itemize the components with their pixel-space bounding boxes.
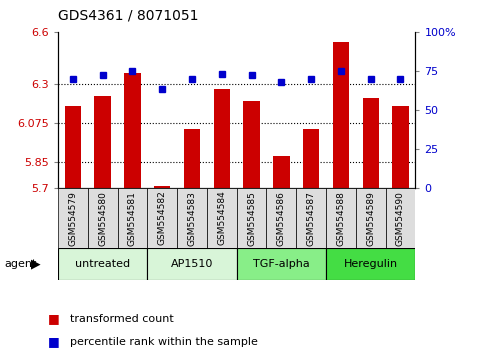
- Text: GSM554582: GSM554582: [158, 190, 167, 245]
- Text: agent: agent: [5, 259, 37, 269]
- Bar: [95, 96, 111, 188]
- Text: GDS4361 / 8071051: GDS4361 / 8071051: [58, 9, 199, 23]
- Bar: [243, 101, 260, 188]
- Text: Heregulin: Heregulin: [343, 259, 398, 269]
- Bar: [177, 188, 207, 248]
- Text: GSM554584: GSM554584: [217, 190, 226, 245]
- Text: AP1510: AP1510: [171, 259, 213, 269]
- Bar: [296, 188, 326, 248]
- Bar: [267, 188, 296, 248]
- Text: GSM554585: GSM554585: [247, 190, 256, 246]
- Text: percentile rank within the sample: percentile rank within the sample: [70, 337, 258, 347]
- Bar: [124, 73, 141, 188]
- Bar: [326, 248, 415, 280]
- Bar: [154, 186, 170, 188]
- Bar: [213, 89, 230, 188]
- Bar: [88, 188, 117, 248]
- Text: TGF-alpha: TGF-alpha: [253, 259, 310, 269]
- Bar: [356, 188, 385, 248]
- Text: GSM554580: GSM554580: [98, 190, 107, 246]
- Text: GSM554590: GSM554590: [396, 190, 405, 246]
- Bar: [184, 129, 200, 188]
- Text: GSM554586: GSM554586: [277, 190, 286, 246]
- Text: untreated: untreated: [75, 259, 130, 269]
- Text: GSM554588: GSM554588: [337, 190, 345, 246]
- Text: ▶: ▶: [31, 257, 41, 270]
- Bar: [147, 188, 177, 248]
- Text: GSM554589: GSM554589: [366, 190, 375, 246]
- Bar: [237, 188, 267, 248]
- Text: ■: ■: [48, 312, 60, 325]
- Text: GSM554583: GSM554583: [187, 190, 197, 246]
- Bar: [392, 106, 409, 188]
- Bar: [147, 248, 237, 280]
- Bar: [326, 188, 356, 248]
- Text: ■: ■: [48, 335, 60, 348]
- Text: transformed count: transformed count: [70, 314, 174, 324]
- Bar: [58, 248, 147, 280]
- Bar: [333, 42, 349, 188]
- Bar: [117, 188, 147, 248]
- Text: GSM554579: GSM554579: [69, 190, 77, 246]
- Text: GSM554587: GSM554587: [307, 190, 315, 246]
- Bar: [237, 248, 326, 280]
- Bar: [363, 98, 379, 188]
- Bar: [58, 188, 88, 248]
- Bar: [65, 106, 81, 188]
- Text: GSM554581: GSM554581: [128, 190, 137, 246]
- Bar: [303, 129, 319, 188]
- Bar: [273, 156, 289, 188]
- Bar: [385, 188, 415, 248]
- Bar: [207, 188, 237, 248]
